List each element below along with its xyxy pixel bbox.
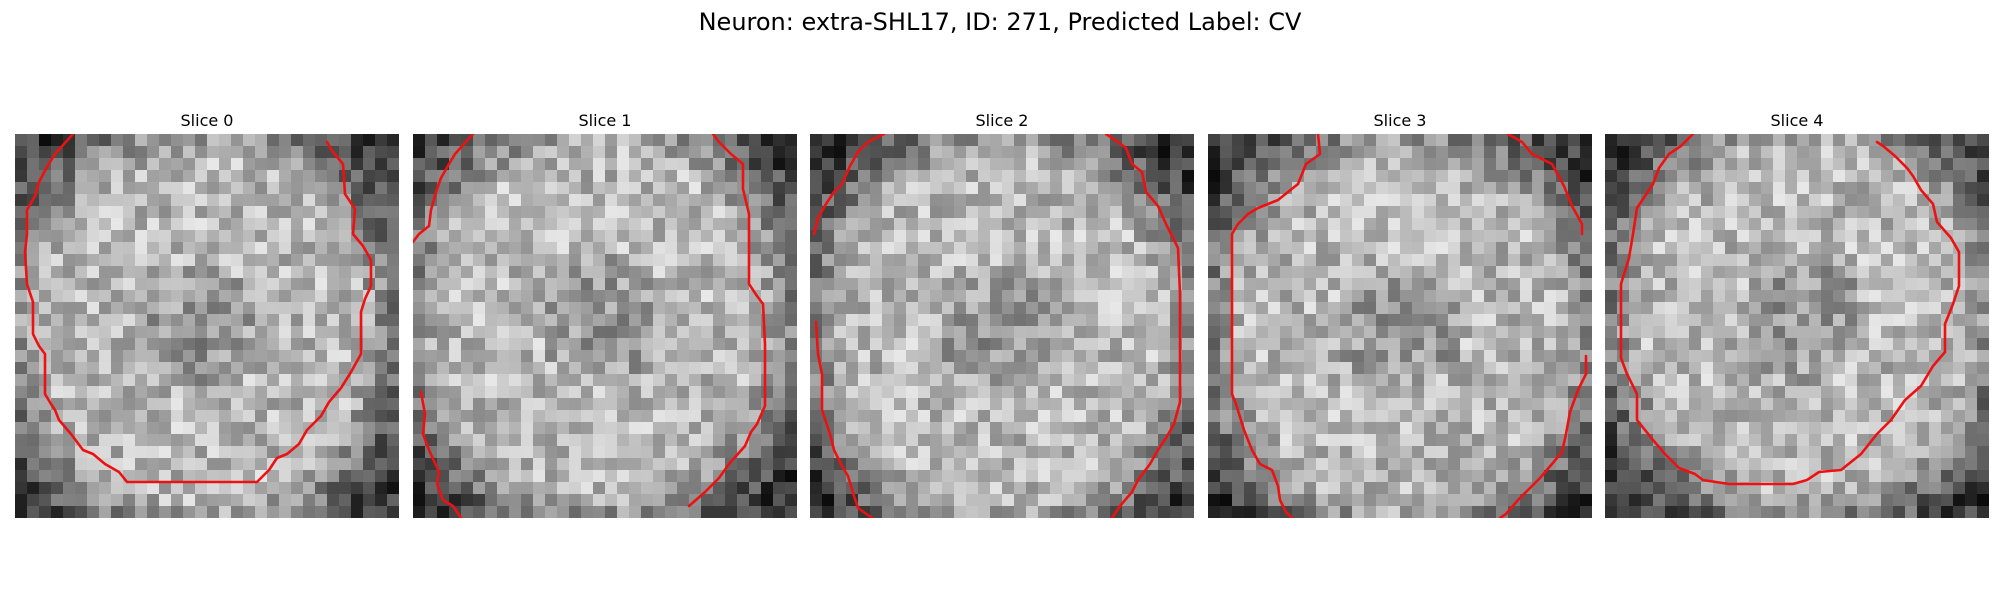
- slice-image-1: [413, 134, 797, 518]
- cell-contour-line: [413, 134, 475, 244]
- slice-panel-3: Slice 3: [1208, 108, 1592, 518]
- slice-title-3: Slice 3: [1373, 111, 1427, 130]
- cell-contour-line: [1498, 354, 1588, 518]
- cell-contour-line: [1619, 134, 1961, 486]
- slice-title-1: Slice 1: [578, 111, 632, 130]
- cell-contour-line: [812, 134, 886, 236]
- cell-contour-line: [23, 134, 373, 484]
- cell-contour-line: [814, 320, 874, 518]
- slice-panel-4: Slice 4: [1605, 108, 1989, 518]
- slice-image-4: [1605, 134, 1989, 518]
- slice-title-4: Slice 4: [1770, 111, 1824, 130]
- slice-panel-1: Slice 1: [413, 108, 797, 518]
- slice-panel-2: Slice 2: [810, 108, 1194, 518]
- slice-panel-0: Slice 0: [15, 108, 399, 518]
- figure-title: Neuron: extra-SHL17, ID: 271, Predicted …: [698, 8, 1302, 36]
- cell-contour-line: [419, 390, 463, 518]
- cell-contour-line: [1104, 134, 1182, 518]
- slice-title-2: Slice 2: [975, 111, 1029, 130]
- cell-contour-line: [1230, 134, 1322, 518]
- cell-contour-line: [687, 134, 767, 508]
- slice-image-3: [1208, 134, 1592, 518]
- slice-title-0: Slice 0: [180, 111, 234, 130]
- slice-image-0: [15, 134, 399, 518]
- slice-image-2: [810, 134, 1194, 518]
- cell-contour-line: [1506, 134, 1584, 236]
